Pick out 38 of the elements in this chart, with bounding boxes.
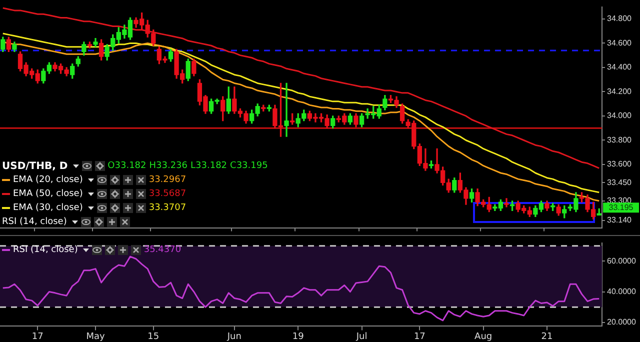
legend-label: EMA (20, close) xyxy=(13,175,83,185)
annotation: 33.5687 xyxy=(148,189,186,199)
y-tick-label: 34.800 xyxy=(607,14,632,24)
annotation: RSI (14, close) xyxy=(2,217,67,227)
annotation: C33.195 xyxy=(230,161,268,171)
x-tick-label: Aug xyxy=(474,332,492,342)
y-tick-label: 33.800 xyxy=(607,135,632,144)
annotation: 33.2967 xyxy=(148,175,186,185)
y-tick-label: 33.600 xyxy=(607,160,632,169)
x-tick-label: 19 xyxy=(292,332,304,342)
y-tick-label: 33.450 xyxy=(607,178,632,187)
y-tick-label: 20.0000 xyxy=(607,318,636,327)
text: USD/THB, D xyxy=(2,160,68,172)
x-tick-label: Jun xyxy=(226,332,242,342)
y-tick-label: 33.140 xyxy=(607,216,632,225)
annotation: 33.3707 xyxy=(148,203,186,213)
annotation: H33.236 xyxy=(149,161,188,171)
candlestick xyxy=(504,198,509,208)
x-tick-label: 15 xyxy=(148,332,160,342)
x-tick-label: May xyxy=(86,332,106,342)
x-tick-label: Jul xyxy=(355,332,368,342)
candlestick xyxy=(284,82,289,137)
legend-label: RSI (14, close) xyxy=(13,245,78,255)
x-tick-label: 17 xyxy=(32,332,44,342)
annotation: 35.4370 xyxy=(144,245,182,255)
y-tick-label: 60.0000 xyxy=(607,256,636,266)
annotation: O33.182 xyxy=(108,161,146,171)
y-tick-label: 34.400 xyxy=(607,62,632,72)
y-tick-label: 34.200 xyxy=(607,86,632,96)
x-tick-label: 17 xyxy=(414,332,426,342)
legend-label: EMA (30, close) xyxy=(13,203,83,213)
x-tick-label: 21 xyxy=(541,332,553,342)
text: 33.195 xyxy=(608,202,634,212)
annotation: L33.182 xyxy=(190,161,228,171)
legend-label: EMA (50, close) xyxy=(13,189,83,199)
y-tick-label: 34.600 xyxy=(607,38,632,48)
y-tick-label: 40.0000 xyxy=(607,286,636,296)
y-tick-label: 34.000 xyxy=(607,111,632,120)
